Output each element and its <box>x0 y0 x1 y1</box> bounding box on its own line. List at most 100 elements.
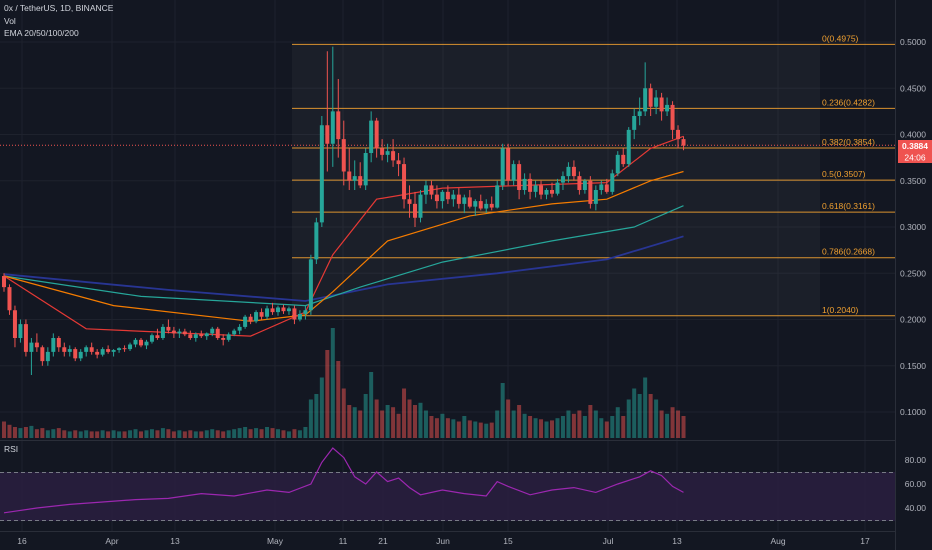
candle-body[interactable] <box>117 348 122 351</box>
rsi-pane[interactable] <box>0 447 895 521</box>
candle-body[interactable] <box>462 197 467 204</box>
candle-body[interactable] <box>265 308 270 317</box>
candle-body[interactable] <box>281 307 286 312</box>
candle-body[interactable] <box>155 335 160 338</box>
candle-body[interactable] <box>588 180 593 204</box>
candle-body[interactable] <box>615 154 620 174</box>
candle-body[interactable] <box>599 184 604 190</box>
candle-body[interactable] <box>232 330 237 335</box>
price-axis[interactable] <box>896 0 932 550</box>
candle-body[interactable] <box>560 176 565 183</box>
candle-body[interactable] <box>358 176 363 186</box>
candle-body[interactable] <box>221 338 226 340</box>
candle-body[interactable] <box>226 334 231 340</box>
candle-body[interactable] <box>665 104 670 112</box>
candle-body[interactable] <box>429 185 434 195</box>
candle-body[interactable] <box>73 349 78 359</box>
candle-body[interactable] <box>67 349 72 352</box>
candle-body[interactable] <box>237 326 242 331</box>
candle-body[interactable] <box>204 333 209 337</box>
candle-body[interactable] <box>577 176 582 190</box>
candle-body[interactable] <box>522 178 527 190</box>
candle-body[interactable] <box>330 111 335 144</box>
candle-body[interactable] <box>456 194 461 204</box>
candle-body[interactable] <box>451 194 456 200</box>
candle-body[interactable] <box>188 334 193 338</box>
candle-body[interactable] <box>539 185 544 195</box>
candle-body[interactable] <box>45 351 50 362</box>
candle-body[interactable] <box>23 324 28 352</box>
candle-body[interactable] <box>51 338 56 352</box>
candle-body[interactable] <box>681 139 686 146</box>
time-axis-labels[interactable]: 16 Apr 13 May 11 21 Jun 15 Jul 13 Aug 17 <box>17 536 870 546</box>
candle-body[interactable] <box>434 194 439 202</box>
candle-body[interactable] <box>637 111 642 116</box>
candle-body[interactable] <box>402 164 407 200</box>
candle-body[interactable] <box>626 129 631 165</box>
candle-body[interactable] <box>495 185 500 208</box>
candle-body[interactable] <box>550 190 554 194</box>
candle-body[interactable] <box>297 313 302 320</box>
candle-body[interactable] <box>149 335 154 342</box>
candle-body[interactable] <box>89 347 94 352</box>
candle-body[interactable] <box>7 287 12 311</box>
candle-body[interactable] <box>473 201 478 207</box>
candle-body[interactable] <box>95 351 100 355</box>
candlesticks[interactable] <box>2 46 686 375</box>
rsi-indicator-label[interactable]: RSI <box>4 444 19 454</box>
candle-body[interactable] <box>528 178 533 192</box>
candle-body[interactable] <box>440 191 445 202</box>
candle-body[interactable] <box>100 349 105 355</box>
candle-body[interactable] <box>511 164 516 181</box>
candle-body[interactable] <box>193 334 198 338</box>
candle-body[interactable] <box>506 148 511 181</box>
candle-body[interactable] <box>62 347 67 352</box>
candle-body[interactable] <box>374 120 379 149</box>
candle-body[interactable] <box>396 160 401 165</box>
candle-body[interactable] <box>210 328 215 334</box>
candle-body[interactable] <box>369 120 374 153</box>
candle-body[interactable] <box>517 164 522 190</box>
candle-body[interactable] <box>418 194 423 218</box>
candle-body[interactable] <box>259 312 264 317</box>
candle-body[interactable] <box>166 326 171 331</box>
symbol-title[interactable]: 0x / TetherUS, 1D, BINANCE <box>4 3 114 13</box>
candle-body[interactable] <box>478 201 483 209</box>
candle-body[interactable] <box>144 341 149 346</box>
candle-body[interactable] <box>12 310 17 338</box>
candle-body[interactable] <box>78 351 83 359</box>
candle-body[interactable] <box>593 190 598 204</box>
candle-body[interactable] <box>325 125 330 144</box>
candle-body[interactable] <box>40 347 45 362</box>
candle-body[interactable] <box>571 166 576 177</box>
candle-body[interactable] <box>308 259 313 311</box>
candle-body[interactable] <box>270 308 275 313</box>
candle-body[interactable] <box>254 312 259 322</box>
candle-body[interactable] <box>423 185 428 195</box>
candle-body[interactable] <box>676 129 681 140</box>
candle-body[interactable] <box>199 334 204 337</box>
candle-body[interactable] <box>18 324 23 338</box>
candle-body[interactable] <box>347 171 352 181</box>
candle-body[interactable] <box>648 88 653 107</box>
candle-body[interactable] <box>380 148 385 155</box>
candle-body[interactable] <box>243 316 248 327</box>
candle-body[interactable] <box>533 185 538 192</box>
volume-indicator-label[interactable]: Vol <box>4 16 16 26</box>
candle-body[interactable] <box>171 330 176 334</box>
candle-body[interactable] <box>56 338 61 348</box>
candle-body[interactable] <box>632 116 637 130</box>
candle-body[interactable] <box>391 151 396 161</box>
candle-body[interactable] <box>248 316 253 322</box>
candle-body[interactable] <box>385 151 390 155</box>
candle-body[interactable] <box>139 339 143 346</box>
candle-body[interactable] <box>407 199 412 204</box>
candle-body[interactable] <box>122 348 127 350</box>
candle-body[interactable] <box>363 153 368 186</box>
candle-body[interactable] <box>582 180 587 190</box>
candle-body[interactable] <box>610 173 615 192</box>
candle-body[interactable] <box>643 88 648 112</box>
candle-body[interactable] <box>484 203 489 209</box>
candle-body[interactable] <box>500 148 505 186</box>
